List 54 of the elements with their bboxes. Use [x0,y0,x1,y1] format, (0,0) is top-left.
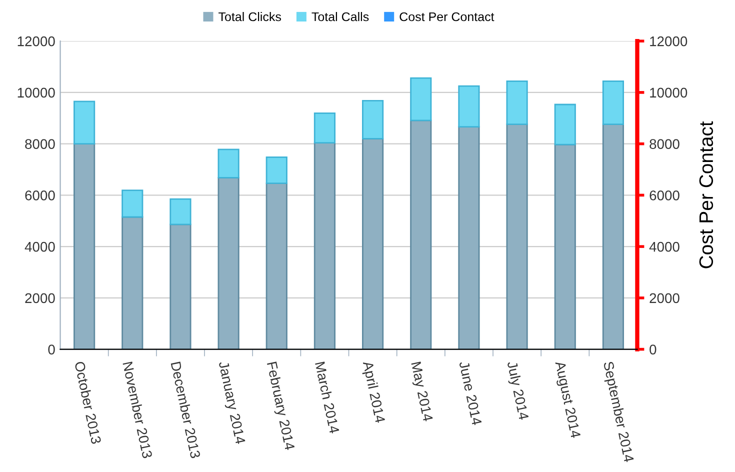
y-tick-label: 4000 [24,242,55,252]
bar [458,126,480,350]
x-tick-label: July 2014 [504,360,530,421]
bar [362,100,384,140]
y2-tick-label: 8000 [650,139,680,149]
y2-tick-label: 4000 [649,242,680,252]
bar [314,142,336,350]
bar [266,156,288,184]
bar [410,120,432,350]
x-tick-label: October 2013 [74,361,102,444]
x-tick-label: June 2014 [459,360,482,426]
bar [410,77,432,122]
bar [170,198,192,226]
bar [218,177,240,350]
bar [74,143,96,350]
x-tick-label: January 2014 [216,360,246,446]
y-tick-label: 0 [48,344,55,354]
bar [314,112,336,144]
bar [74,100,96,144]
bar [602,124,624,350]
legend-label: Cost Per Contact [400,12,494,22]
x-tick-label: February 2014 [264,362,296,452]
bar [602,80,624,125]
y2-tick-label: 2000 [650,293,680,304]
bar [218,148,240,178]
y2-axis-title: Cost Per Contact [699,121,714,268]
x-tick-label: April 2014 [360,360,386,424]
x-tick-label: May 2014 [408,362,434,422]
y2-tick-label: 10000 [650,88,688,98]
y-tick-label: 6000 [25,190,55,200]
y-tick-label: 10000 [18,88,55,98]
bar [554,144,576,350]
y2-tick-label: 12000 [650,36,688,46]
y2-tick-label: 0 [650,344,656,354]
y-tick-label: 2000 [25,293,55,304]
x-tick-label: March 2014 [314,362,340,434]
legend-label: Total Clicks [218,12,281,22]
x-tick-label: August 2014 [552,360,581,439]
x-tick-label: December 2013 [170,362,201,459]
y-tick-label: 8000 [25,139,55,149]
bar [362,138,384,350]
bar [122,190,144,218]
bar [458,85,480,128]
x-tick-label: September 2014 [600,361,634,464]
bar [506,80,528,125]
legend-label: Total Calls [312,12,369,22]
bar [554,104,576,146]
y-tick-label: 12000 [18,36,55,46]
y2-tick-label: 6000 [650,190,680,200]
bar [266,182,288,350]
bar [506,124,528,350]
x-tick-label: November 2013 [122,362,153,459]
bar [170,224,192,350]
bar [122,216,144,350]
